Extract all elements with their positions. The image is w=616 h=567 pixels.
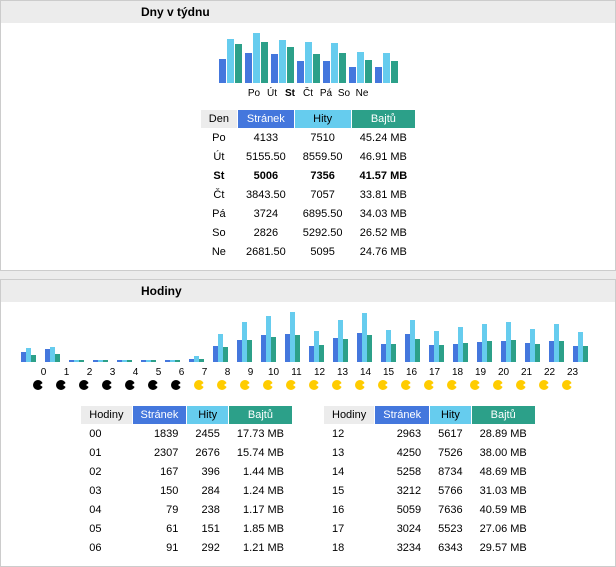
- bar-group: [453, 327, 468, 362]
- bar-group: [237, 322, 252, 362]
- bar-group: [349, 52, 372, 83]
- bar-group: [189, 356, 204, 362]
- pac-icon: [309, 380, 319, 390]
- col-hodiny3: Hodiny: [324, 406, 375, 425]
- pac-icon: [263, 380, 273, 390]
- table-row: 001839245517.73 MB: [81, 425, 293, 444]
- table-row: Út5155.508559.5046.91 MB: [200, 148, 415, 167]
- table-row: St5006735641.57 MB: [200, 167, 415, 186]
- bar-group: [245, 33, 268, 83]
- col-hodiny: Hodiny: [81, 406, 132, 425]
- bar-group: [429, 331, 444, 362]
- col-stranek: Stránek: [237, 110, 294, 129]
- bar-group: [21, 348, 36, 362]
- bar-group: [309, 331, 324, 362]
- days-title: Dny v týdnu: [1, 1, 615, 23]
- bar-group: [141, 360, 156, 362]
- bar-group: [165, 360, 180, 362]
- bar-group: [297, 42, 320, 83]
- col-stranek3: Stránek: [375, 406, 430, 425]
- table-row: 145258873448.69 MB: [324, 463, 536, 482]
- bar-group: [501, 322, 516, 362]
- table-row: 021673961.44 MB: [81, 463, 293, 482]
- hours-chart: 01234567891011121314151617181920212223: [1, 302, 615, 397]
- col-bajtu: Bajtů: [351, 110, 416, 129]
- bar-group: [213, 334, 228, 362]
- pac-icon: [516, 380, 526, 390]
- days-chart: PoÚtStČtPáSoNe: [1, 23, 615, 103]
- pac-icon: [355, 380, 365, 390]
- hours-panel: Hodiny 012345678910111213141516171819202…: [0, 279, 616, 567]
- pac-icon: [286, 380, 296, 390]
- col-hity3: Hity: [430, 406, 471, 425]
- pac-icon: [171, 380, 181, 390]
- table-row: 153212576631.03 MB: [324, 482, 536, 501]
- bar-group: [69, 360, 84, 362]
- table-row: So28265292.5026.52 MB: [200, 224, 415, 243]
- table-row: 173024552327.06 MB: [324, 520, 536, 539]
- table-row: 05611511.85 MB: [81, 520, 293, 539]
- pac-icon: [79, 380, 89, 390]
- table-row: 122963561728.89 MB: [324, 425, 536, 444]
- pac-icon: [56, 380, 66, 390]
- table-row: Čt3843.50705733.81 MB: [200, 186, 415, 205]
- pac-icon: [493, 380, 503, 390]
- bar-group: [219, 39, 242, 83]
- pac-icon: [378, 380, 388, 390]
- pac-icon: [33, 380, 43, 390]
- bar-group: [285, 312, 300, 362]
- col-stranek2: Stránek: [132, 406, 187, 425]
- pac-icon: [401, 380, 411, 390]
- bar-group: [381, 330, 396, 362]
- days-panel: Dny v týdnu PoÚtStČtPáSoNe Den Stránek H…: [0, 0, 616, 271]
- bar-group: [333, 320, 348, 362]
- table-row: 012307267615.74 MB: [81, 444, 293, 463]
- pac-icon: [125, 380, 135, 390]
- bar-group: [117, 360, 132, 362]
- col-den: Den: [200, 110, 237, 129]
- col-bajtu2: Bajtů: [228, 406, 292, 425]
- col-hity: Hity: [294, 110, 351, 129]
- table-row: 134250752638.00 MB: [324, 444, 536, 463]
- pac-icon: [447, 380, 457, 390]
- table-row: 06912921.21 MB: [81, 539, 293, 558]
- bar-group: [45, 347, 60, 362]
- table-row: 031502841.24 MB: [81, 482, 293, 501]
- bar-group: [405, 320, 420, 362]
- pac-icon: [562, 380, 572, 390]
- bar-group: [375, 53, 398, 83]
- table-row: 165059763640.59 MB: [324, 501, 536, 520]
- bar-group: [573, 332, 588, 362]
- bar-group: [525, 329, 540, 362]
- bar-group: [357, 313, 372, 362]
- bar-group: [549, 324, 564, 362]
- hours-table-left: Hodiny Stránek Hity Bajtů 001839245517.7…: [80, 405, 293, 558]
- pac-icon: [194, 380, 204, 390]
- pac-icon: [102, 380, 112, 390]
- table-row: Pá37246895.5034.03 MB: [200, 205, 415, 224]
- col-hity2: Hity: [187, 406, 228, 425]
- table-row: 183234634329.57 MB: [324, 539, 536, 558]
- pac-icon: [470, 380, 480, 390]
- bar-group: [477, 324, 492, 362]
- bar-group: [323, 43, 346, 83]
- hours-title: Hodiny: [1, 280, 615, 302]
- pac-icon: [148, 380, 158, 390]
- table-row: 04792381.17 MB: [81, 501, 293, 520]
- pac-icon: [240, 380, 250, 390]
- days-table: Den Stránek Hity Bajtů Po4133751045.24 M…: [200, 109, 416, 262]
- pac-icon: [539, 380, 549, 390]
- bar-group: [261, 316, 276, 362]
- bar-group: [93, 360, 108, 362]
- pac-icon: [217, 380, 227, 390]
- table-row: Ne2681.50509524.76 MB: [200, 243, 415, 262]
- col-bajtu3: Bajtů: [471, 406, 535, 425]
- hours-table-right: Hodiny Stránek Hity Bajtů 122963561728.8…: [323, 405, 536, 558]
- pac-icon: [332, 380, 342, 390]
- pac-icon: [424, 380, 434, 390]
- table-row: Po4133751045.24 MB: [200, 129, 415, 148]
- bar-group: [271, 40, 294, 83]
- divider: [0, 271, 616, 279]
